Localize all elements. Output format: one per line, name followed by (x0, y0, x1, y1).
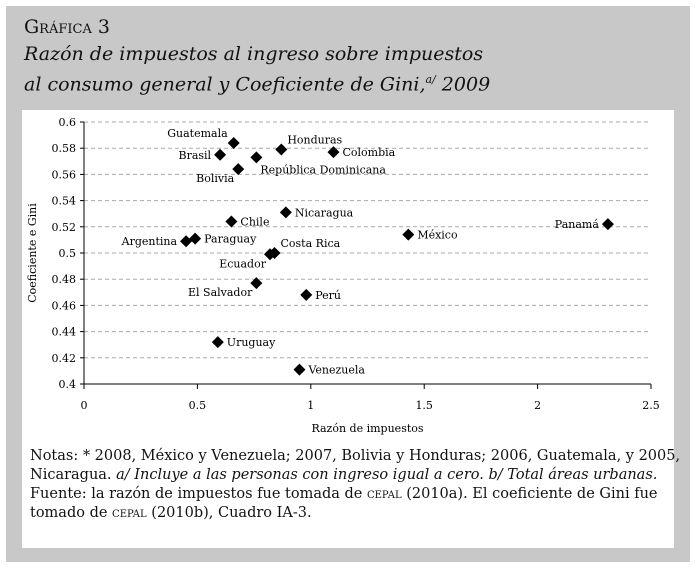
y-tick-label: 0.58 (52, 142, 77, 155)
data-point (300, 288, 313, 301)
point-label: Costa Rica (281, 237, 341, 250)
x-axis-label: Razón de impuestos (311, 422, 423, 435)
data-point (601, 218, 614, 231)
figure-frame (6, 6, 690, 562)
y-tick-label: 0.42 (52, 352, 77, 365)
source-cepal-1: cepal (366, 486, 402, 502)
y-tick-label: 0.6 (59, 116, 77, 129)
y-tick-label: 0.54 (52, 195, 77, 208)
x-tick-label: 1.5 (415, 399, 433, 412)
point-label: Perú (315, 289, 341, 302)
data-point (402, 228, 415, 241)
point-label: Nicaragua (295, 206, 354, 219)
data-point (275, 143, 288, 156)
y-tick-label: 0.56 (52, 168, 77, 181)
notes: Notas: * 2008, México y Venezuela; 2007,… (30, 447, 685, 523)
data-point (232, 163, 245, 176)
figure-label: Gráfica 3 (24, 16, 110, 38)
title-line-2: al consumo general y Coeficiente de Gini… (24, 73, 426, 96)
source-text: Fuente: la razón de impuestos fue tomada… (30, 486, 367, 502)
data-point (225, 215, 238, 228)
data-point (250, 151, 263, 164)
point-label: República Dominicana (260, 163, 386, 176)
chart-title: Razón de impuestos al ingreso sobre impu… (24, 41, 490, 97)
data-point (180, 235, 193, 248)
point-label: Panamá (555, 218, 600, 231)
data-point (214, 148, 227, 161)
point-label: Brasil (178, 149, 211, 162)
data-point (293, 363, 306, 376)
data-point (327, 146, 340, 159)
y-tick-label: 0.4 (59, 378, 77, 391)
point-label: Guatemala (167, 127, 228, 140)
data-point (189, 232, 202, 245)
y-tick-label: 0.48 (52, 273, 77, 286)
data-point (279, 206, 292, 219)
point-label: Honduras (287, 134, 342, 147)
title-line-1: Razón de impuestos al ingreso sobre impu… (24, 43, 484, 65)
y-tick-label: 0.44 (52, 326, 77, 339)
x-tick-label: 2 (534, 399, 541, 412)
point-label: Colombia (342, 146, 395, 159)
x-tick-label: 0.5 (189, 399, 207, 412)
data-point (250, 277, 263, 290)
title-footnote-mark: a/ (425, 73, 436, 86)
source-text-2: (2010a). El coeficiente de Gini fue toma… (30, 486, 658, 521)
x-tick-label: 0 (81, 399, 88, 412)
title-year: 2009 (435, 73, 491, 96)
note-years: Notas: * 2008, México y Venezuela; 2007,… (30, 448, 681, 483)
note-a: a/ Incluye a las personas con ingreso ig… (116, 467, 489, 483)
point-label: Ecuador (219, 257, 266, 270)
data-point (211, 336, 224, 349)
point-label: México (417, 229, 458, 242)
point-label: Argentina (121, 235, 178, 248)
point-label: Venezuela (307, 364, 365, 377)
data-point (263, 248, 276, 261)
point-label: Chile (240, 216, 269, 229)
y-axis-label: Coeficiente e Gini (26, 203, 39, 303)
data-point (227, 136, 240, 149)
point-label: Bolivia (196, 172, 234, 185)
source-text-3: (2010b), Cuadro IA-3. (146, 505, 312, 521)
source-cepal-2: cepal (112, 505, 147, 521)
note-b: b/ Total áreas urbanas. (488, 467, 658, 483)
y-tick-label: 0.5 (59, 247, 77, 260)
x-tick-label: 2.5 (642, 399, 660, 412)
y-tick-label: 0.52 (52, 221, 77, 234)
point-label: Uruguay (227, 336, 276, 349)
point-label: Paraguay (204, 233, 257, 246)
chart-panel (22, 110, 674, 548)
y-tick-label: 0.46 (52, 299, 77, 312)
x-tick-label: 1 (307, 399, 314, 412)
point-label: El Salvador (188, 286, 253, 299)
